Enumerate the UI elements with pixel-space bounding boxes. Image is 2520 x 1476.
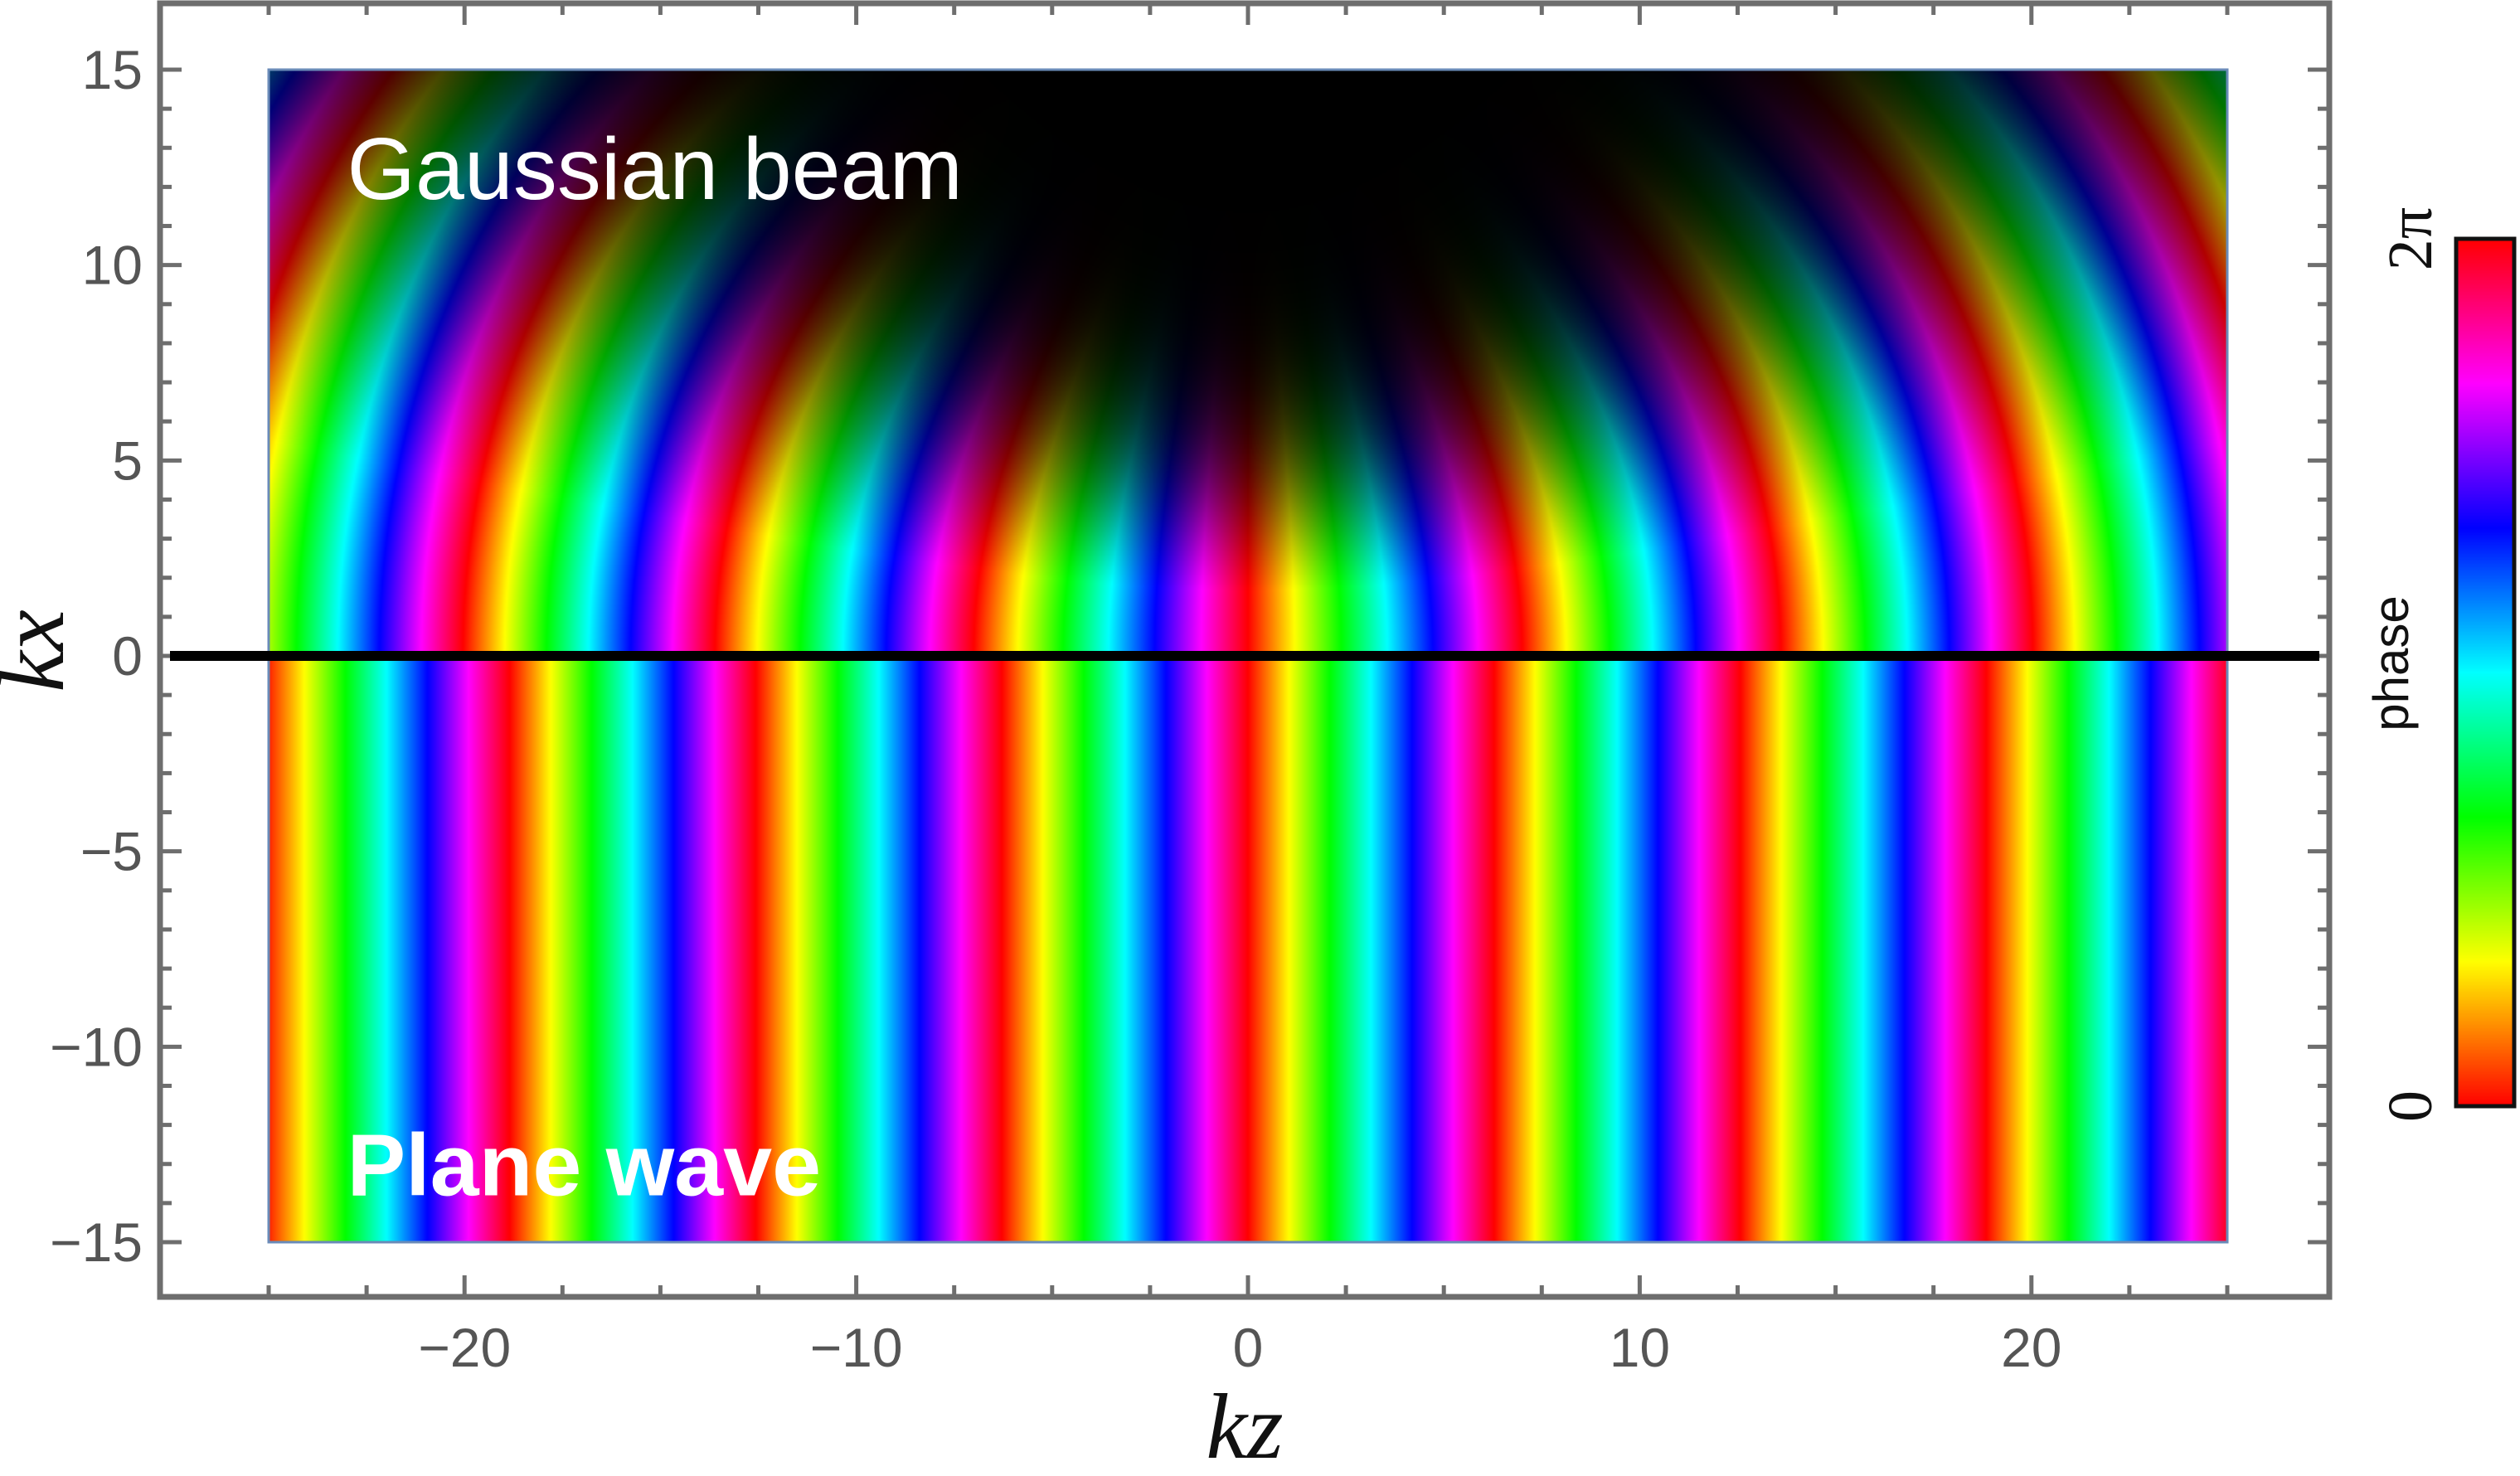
y-tick-label: 0 bbox=[112, 625, 143, 687]
y-tick-label: −10 bbox=[50, 1016, 143, 1077]
phase-colorbar-gradient bbox=[2456, 239, 2514, 1106]
x-tick-labels: −20 −10 0 10 20 bbox=[418, 1317, 2061, 1378]
x-tick-label: 20 bbox=[2001, 1317, 2061, 1378]
x-tick-label: 0 bbox=[1233, 1317, 1264, 1378]
colorbar-max-label: 2π bbox=[2376, 207, 2445, 270]
x-axis-title: kz bbox=[1206, 1376, 1283, 1476]
colorbar-title: phase bbox=[2363, 595, 2419, 731]
gaussian-beam-label: Gaussian beam bbox=[347, 120, 962, 218]
y-axis-title: kx bbox=[0, 609, 84, 692]
y-tick-label: 15 bbox=[82, 39, 143, 100]
colorbar-min-label: 0 bbox=[2376, 1090, 2445, 1122]
tick-marks bbox=[160, 3, 2329, 1297]
y-tick-label: −5 bbox=[80, 821, 143, 882]
y-tick-labels: 15 10 5 0 −5 −10 −15 bbox=[50, 39, 143, 1273]
y-tick-label: −15 bbox=[50, 1211, 143, 1273]
x-tick-label: 10 bbox=[1610, 1317, 1670, 1378]
plot-frame bbox=[157, 0, 2333, 1300]
colorbar-frame bbox=[2454, 236, 2517, 1109]
y-tick-label: 5 bbox=[112, 430, 143, 491]
plane-wave-label: Plane wave bbox=[347, 1117, 821, 1215]
x-tick-label: −20 bbox=[418, 1317, 511, 1378]
y-tick-label: 10 bbox=[82, 235, 143, 296]
x-tick-label: −10 bbox=[810, 1317, 903, 1378]
